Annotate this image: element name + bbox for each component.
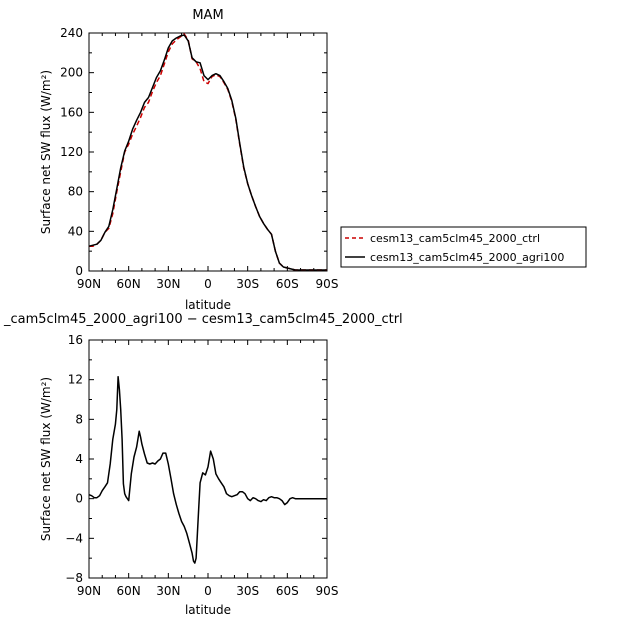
y-tick-label: 200 (60, 66, 83, 80)
series-group-top (88, 33, 327, 271)
x-tick-label: 30S (236, 277, 259, 291)
y-axis-label-bottom: Surface net SW flux (W/m²) (39, 377, 53, 541)
x-tick-label: 60N (117, 584, 141, 598)
panel-bottom: _cam5clm45_2000_agri100 − cesm13_cam5clm… (3, 312, 403, 617)
y-tick-label: 8 (75, 412, 83, 426)
plot-frame-bottom (88, 339, 328, 579)
chart-title-bottom: _cam5clm45_2000_agri100 − cesm13_cam5clm… (3, 312, 403, 327)
x-axis-top: 90N 60N 30N 0 30S 60S 90S (77, 33, 339, 291)
x-tick-label: 90N (77, 277, 101, 291)
y-tick-label: −4 (65, 531, 83, 545)
y-tick-label: 240 (60, 26, 83, 40)
x-tick-label: 0 (204, 584, 212, 598)
x-axis-label-bottom: latitude (185, 603, 231, 617)
x-tick-label: 90S (316, 277, 339, 291)
legend-label-agri: cesm13_cam5clm45_2000_agri100 (370, 251, 564, 264)
x-axis-label-top: latitude (185, 298, 231, 312)
panel-top: MAM 90N 60N 30N 0 30S 60S 90S 0 40 80 120 160 200 24… (39, 8, 338, 312)
y-tick-label: 120 (60, 145, 83, 159)
series-line-cesm13_cam5clm45_2000_agri100 (88, 34, 327, 271)
x-tick-label: 90S (316, 584, 339, 598)
x-tick-label: 90N (77, 584, 101, 598)
x-axis-bottom: 90N 60N 30N 0 30S 60S 90S (77, 340, 339, 598)
legend-box (340, 226, 587, 268)
y-tick-label: 40 (68, 224, 83, 238)
y-axis-top: 0 40 80 120 160 200 240 (60, 26, 327, 278)
series-line-diff-0 (88, 375, 327, 564)
y-tick-label: −8 (65, 571, 83, 585)
y-tick-label: 12 (68, 373, 83, 387)
y-axis-bottom: −8 −4 0 4 8 12 16 (65, 333, 327, 585)
legend: cesm13_cam5clm45_2000_ctrl cesm13_cam5cl… (340, 226, 587, 268)
x-tick-label: 60N (117, 277, 141, 291)
y-tick-label: 0 (75, 264, 83, 278)
x-tick-label: 60S (276, 584, 299, 598)
y-tick-label: 16 (68, 333, 83, 347)
chart-title-top: MAM (192, 8, 223, 23)
x-tick-label: 30N (156, 584, 180, 598)
y-tick-label: 0 (75, 492, 83, 506)
legend-label-ctrl: cesm13_cam5clm45_2000_ctrl (370, 232, 540, 245)
series-group-bottom (88, 375, 327, 564)
y-tick-label: 4 (75, 452, 83, 466)
y-axis-label-top: Surface net SW flux (W/m²) (39, 70, 53, 234)
x-tick-label: 30S (236, 584, 259, 598)
y-tick-label: 160 (60, 105, 83, 119)
y-tick-label: 80 (68, 185, 83, 199)
x-tick-label: 0 (204, 277, 212, 291)
x-tick-label: 60S (276, 277, 299, 291)
x-tick-label: 30N (156, 277, 180, 291)
